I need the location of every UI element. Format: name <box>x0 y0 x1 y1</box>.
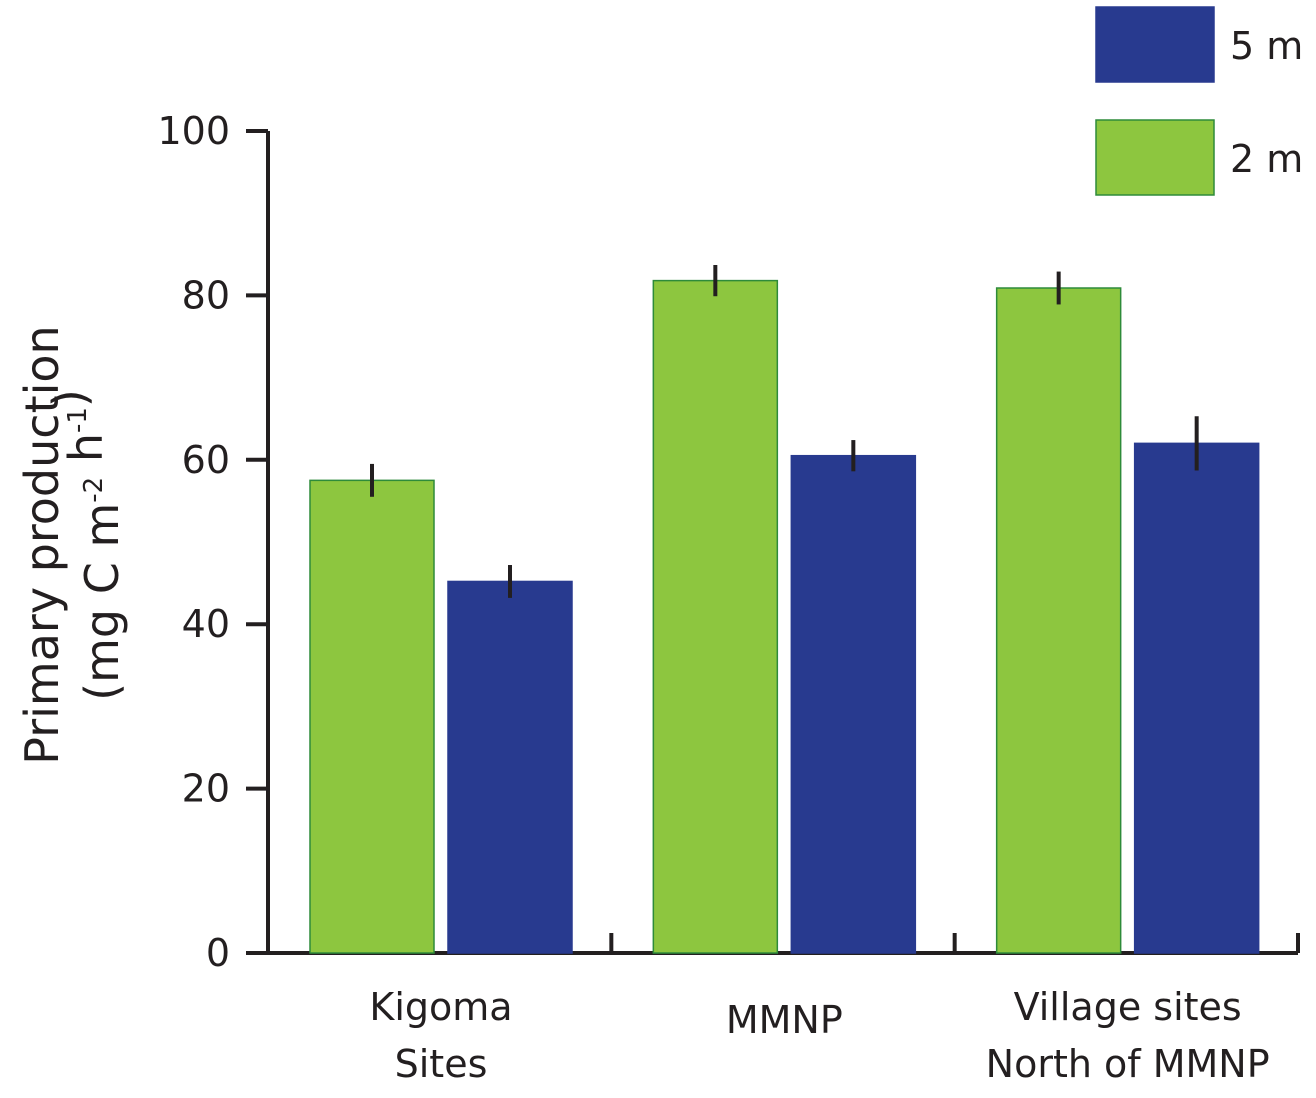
category-labels: Kigoma Sites MMNP Village sites North of MMN… <box>369 985 1269 1086</box>
y-axis-label-line1: Primary production <box>15 325 69 764</box>
y-tick-label: 80 <box>182 273 230 317</box>
legend-swatch <box>1095 119 1215 196</box>
category-label: North of MMNP <box>986 1042 1270 1086</box>
category-label: MMNP <box>726 998 843 1042</box>
y-tick-label: 60 <box>182 438 230 482</box>
category-label: Kigoma <box>369 985 512 1029</box>
y-axis-label-line2: (mg C m-2 h-1) <box>43 389 129 701</box>
y-tick-label: 0 <box>206 931 230 975</box>
bar-5m-1 <box>790 454 917 954</box>
category-label: Village sites <box>1014 985 1242 1029</box>
y-tick-label: 20 <box>182 767 230 811</box>
bar-2m-1 <box>652 279 779 954</box>
bar-5m-0 <box>447 580 573 954</box>
legend-label: 2 m <box>1230 137 1303 181</box>
legend-label: 5 m <box>1230 24 1303 68</box>
bar-2m-2 <box>995 287 1122 954</box>
y-tick-label: 100 <box>157 109 230 153</box>
error-bars <box>370 264 1199 598</box>
axes <box>266 131 1300 955</box>
y-axis-label: Primary production (mg C m-2 h-1) <box>15 325 129 764</box>
legend: 5 m 2 m <box>1095 6 1303 196</box>
bars <box>309 279 1260 954</box>
category-label: Sites <box>395 1042 488 1086</box>
y-tick-label: 40 <box>182 602 230 646</box>
y-ticks: 0 20 40 60 80 100 <box>157 109 268 975</box>
bar-5m-2 <box>1133 442 1260 954</box>
legend-swatch <box>1095 6 1215 83</box>
bar-2m-0 <box>309 479 435 954</box>
